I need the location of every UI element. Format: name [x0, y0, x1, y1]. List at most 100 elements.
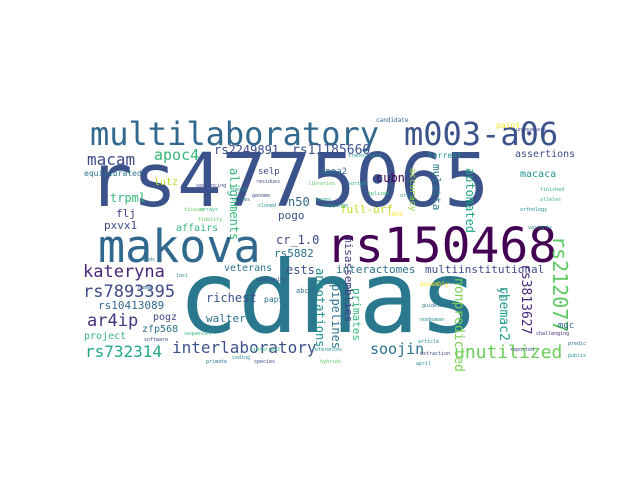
word-tiny: genome — [252, 193, 271, 199]
word-flj: flj — [116, 207, 136, 220]
word-tiny: guidelines — [422, 303, 453, 309]
word-tiny: libraries — [308, 181, 336, 187]
word-tiny: predicted — [568, 341, 586, 347]
word-affairs: affairs — [176, 223, 219, 234]
word-ar4ip: ar4ip — [87, 311, 139, 331]
word-tiny: variants — [528, 225, 553, 231]
word-tiny: spliced — [368, 191, 390, 197]
word-rs5882: rs5882 — [274, 247, 314, 260]
word-richest: richest — [206, 291, 257, 305]
word-misassemblies: annotations — [313, 268, 327, 348]
word-tiny: challenging — [536, 331, 570, 337]
word-tiny: hybrids — [320, 359, 342, 365]
word-tiny: primate — [206, 359, 228, 365]
word-m003-a06: m003-a06 — [404, 115, 559, 153]
word-tiny: species — [254, 359, 276, 365]
word-macaca: macaca — [520, 169, 557, 180]
word-tiny: sorted — [348, 181, 367, 187]
word-tiny: sequencing — [196, 183, 227, 189]
word-cubn: cubn — [376, 171, 405, 185]
word-apoc4: apoc4 — [154, 146, 200, 164]
word-assertions: assertions — [515, 149, 576, 160]
word-rs7893395: rs7893395 — [83, 282, 176, 302]
word-cr_1.0: cr_1.0 — [276, 233, 320, 247]
word-pogz: pogz — [153, 312, 178, 323]
word-tiny: loci — [176, 273, 189, 279]
word-nonpredicted: nonpredicted — [451, 278, 466, 372]
word-tiny: published — [568, 353, 586, 359]
word-rs150468: rs150468 — [326, 218, 558, 274]
word-tiny: software — [144, 337, 169, 343]
word-equilibrated: equilibrated — [84, 169, 142, 178]
word-unutilized: unutilized — [454, 342, 563, 363]
word-pxvx1: pxvx1 — [104, 219, 138, 232]
word-tiny: nonhuman — [420, 317, 445, 323]
word-multiinstitutional: multiinstitutional — [425, 263, 545, 276]
word-multilaboratory: multilaboratory — [90, 115, 379, 153]
word-tiny: coding — [232, 355, 251, 361]
word-tiny: exons — [316, 197, 332, 203]
word-rs4775065: rs4775065 — [88, 138, 489, 224]
word-tiny: reads — [140, 257, 156, 263]
word-tiny: arrays — [200, 207, 219, 213]
word-paps: paps — [264, 295, 284, 304]
word-tiny: sequences — [184, 331, 212, 337]
word-tiny: fidelity — [198, 217, 223, 223]
word-tiny: orthology — [520, 207, 548, 213]
word-mulatta: mulatta — [430, 164, 443, 211]
word-rs212077: rs212077 — [548, 236, 572, 333]
word-selp: selp — [258, 167, 280, 177]
word-rs2249891: rs2249891 — [214, 143, 280, 157]
word-candidate: candidate — [376, 117, 409, 124]
word-zfp568: zfp568 — [142, 324, 179, 335]
word-trpml: trpml — [110, 191, 147, 205]
word-makova: makova — [98, 220, 261, 273]
word-ests: ests — [286, 263, 315, 277]
word-tiny: april — [416, 361, 432, 367]
word-tiny: article — [418, 339, 440, 345]
word-rs732314: rs732314 — [85, 342, 163, 361]
word-veterans: veterans — [224, 263, 273, 274]
word-project: project — [84, 331, 127, 342]
word-interlaboratory: interlaboratory — [172, 338, 317, 357]
word-tiny: human — [138, 285, 154, 291]
word-tiny: cloned — [258, 203, 277, 209]
word-tiny: clones — [232, 197, 251, 203]
word-n50: n50 — [288, 195, 310, 209]
word-accuracy: accuracy — [407, 168, 417, 212]
word-lutz: lutz — [154, 177, 179, 188]
word-alignments: alignments — [227, 168, 241, 241]
word-pipelines: pipelines — [329, 284, 343, 350]
word-cdnas: cdnas — [178, 239, 480, 356]
word-tiny: residues — [256, 179, 281, 185]
word-tiny: rhesus — [230, 187, 249, 193]
word-walter: walter — [206, 312, 246, 325]
word-tiny: extraction — [420, 351, 451, 357]
word-interactomes: interactomes — [336, 263, 416, 276]
word-rs3813627: rs3813627 — [518, 264, 533, 335]
word-tiny: tissues — [184, 207, 206, 213]
word-tiny: reported — [510, 347, 535, 353]
word-tiny: references — [312, 347, 343, 353]
word-cloud: cdnas rs4775065 rs150468 makova multilab… — [80, 108, 586, 372]
word-tiny: finished — [540, 187, 565, 193]
word-rs10413089: rs10413089 — [98, 299, 165, 312]
word-mgc: mgc — [558, 321, 575, 331]
word-annotations: misassemblies — [342, 236, 355, 323]
word-tiny: alleles — [540, 197, 562, 203]
word-yi: yi — [496, 288, 507, 301]
word-tiny: uniqueness — [516, 127, 547, 133]
word-tiny: transcripts — [348, 153, 382, 159]
word-tiny: libraries2 — [250, 347, 281, 353]
word-torrent: torrent — [428, 151, 462, 160]
word-full-orf: full-orf — [340, 203, 393, 216]
word-tiny: mappings — [324, 203, 349, 209]
word-tiny: orfs — [400, 193, 413, 199]
word-soojin: soojin — [370, 340, 425, 358]
word-tiny: contiguity — [256, 277, 287, 283]
word-abcc6: abcc6 — [296, 287, 318, 295]
word-paint: paint — [496, 121, 521, 130]
word-macam: macam — [87, 150, 136, 169]
word-apoa2: apoa2 — [320, 167, 348, 177]
word-tiny: cdna — [388, 211, 403, 218]
